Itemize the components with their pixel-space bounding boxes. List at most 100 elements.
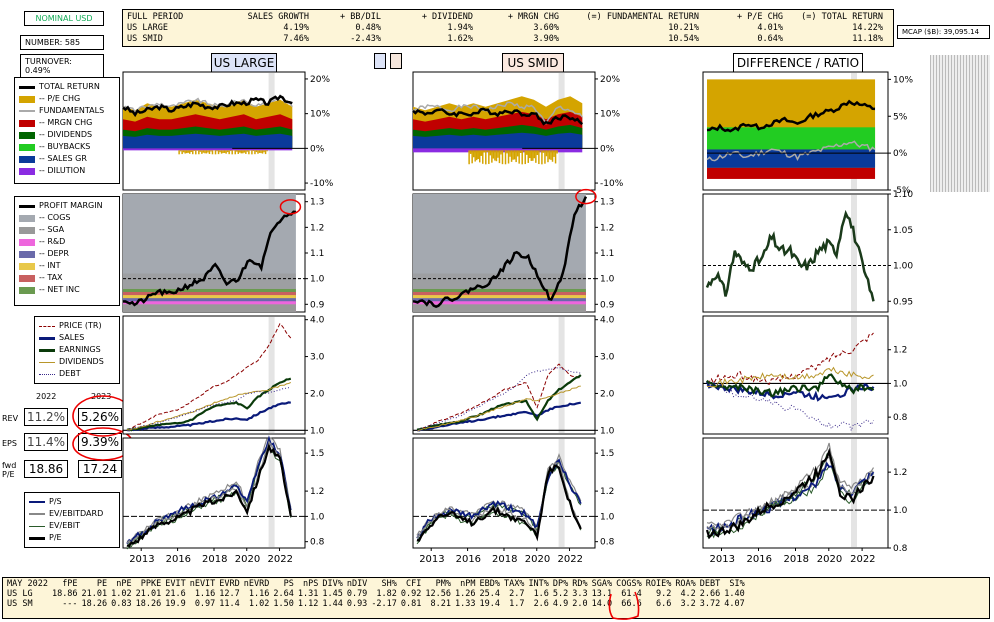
summary-cell: 1.62% — [447, 34, 473, 44]
panel-margin_smid: 1.3 1.2 1.1 1.0 0.9 — [412, 188, 615, 313]
legend-entry: EV/EBIT — [29, 520, 115, 532]
eps-label: EPS — [2, 439, 17, 448]
y-tick-label: 1.1 — [600, 249, 614, 259]
x-tick-label: 2013 — [710, 554, 735, 565]
legend-swatch — [19, 204, 35, 208]
summary-col: + MRGN CHG — [507, 12, 559, 22]
y-tick-label: 0% — [600, 144, 615, 154]
stats-cell: INT% — [528, 579, 549, 589]
legend-entry: -- DILUTION — [19, 165, 115, 177]
stats-cell: 4.07 — [724, 599, 745, 609]
stats-cell: 0.97 — [194, 599, 216, 609]
area-band — [413, 132, 583, 149]
y-tick-label: 1.05 — [893, 226, 913, 236]
stats-cell: 1.02 — [248, 599, 270, 609]
series-line — [416, 464, 582, 542]
legend-entry: -- MRGN CHG — [19, 117, 115, 129]
mcap-tag: MCAP ($B): 39,095.14 — [897, 25, 990, 39]
legend-swatch — [19, 131, 35, 139]
panel-val_ratio: 1.2 1.0 0.8 2013 2016 2018 2020 2022 — [702, 437, 908, 565]
summary-cell: 10.54% — [668, 34, 699, 44]
series-line — [126, 381, 292, 431]
stats-cell: PS — [283, 579, 294, 589]
stats-cell: nEVIT — [189, 579, 216, 589]
year-2022: 2022 — [36, 392, 57, 401]
legend-entry: DEBT — [39, 368, 115, 380]
stats-cell: SH% — [381, 579, 397, 589]
series-line — [706, 366, 874, 388]
stats-row: US SM --- 18.26 0.83 18.26 19.9 0.97 11.4 1.02 1.… — [5, 599, 747, 609]
legend-swatch — [19, 286, 35, 294]
y-tick-label: 0.8 — [600, 538, 615, 548]
y-tick-label: 1.5 — [310, 449, 324, 459]
x-tick-label: 2018 — [492, 554, 517, 565]
legend-entry: P/E — [29, 532, 115, 544]
covid-band — [268, 439, 275, 547]
toggle-icon-a[interactable] — [374, 53, 386, 69]
y-tick-label: 1.0 — [600, 275, 615, 285]
stats-cell: 1.44 — [322, 599, 343, 609]
stats-cell: 3.3 — [572, 589, 588, 599]
legend-swatch — [19, 226, 35, 234]
legend-swatch — [29, 513, 45, 515]
legend-entry: EV/EBITDARD — [29, 508, 115, 520]
y-tick-label: 3.0 — [310, 353, 325, 363]
fwdpe-2023: 17.24 — [78, 460, 122, 478]
legend-label: TOTAL RETURN — [39, 82, 100, 91]
panel-frame — [412, 315, 596, 435]
legend-swatch — [29, 536, 45, 540]
stats-cell: COGS% — [616, 579, 642, 589]
summary-table: FULL PERIOD SALES GROWTH + BB/DIL + DIVI… — [122, 9, 894, 47]
area-band — [707, 149, 876, 168]
stats-cell: 2.0 — [572, 599, 588, 609]
legend-swatch — [19, 167, 35, 175]
x-tick-label: 2016 — [166, 554, 191, 565]
stats-cell: 2.66 — [699, 589, 721, 599]
y-tick-label: 1.2 — [893, 346, 907, 356]
total-return-line — [122, 94, 293, 118]
stats-cell: 6.6 — [655, 599, 672, 609]
summary-cell: 4.01% — [757, 23, 783, 33]
y-tick-label: 0.9 — [600, 300, 615, 310]
legend-entry: -- TAX — [19, 272, 115, 284]
y-tick-label: 0.8 — [310, 538, 325, 548]
series-line — [416, 385, 581, 432]
red-annotation-circle — [279, 199, 302, 215]
stats-cell: 1.45 — [322, 589, 343, 599]
legend-swatch — [29, 501, 45, 503]
stats-cell: 2.6 — [533, 599, 549, 609]
title-difference-ratio-text: DIFFERENCE / RATIO — [736, 56, 860, 70]
covid-band — [851, 317, 857, 433]
y-tick-label: 2.0 — [600, 389, 615, 399]
stats-cell: 5.2 — [552, 589, 569, 599]
stats-cell: 21.01 — [81, 589, 108, 599]
y-tick-label: 0.8 — [893, 413, 908, 423]
legend-entry: TOTAL RETURN — [19, 81, 115, 93]
legend-label: PRICE (TR) — [59, 321, 102, 330]
bottom-stats: MAY 2022 fPE PE nPE PPKE EVIT nEVIT EVRD nEVRD PS… — [2, 577, 990, 619]
stats-cell: 19.9 — [165, 599, 186, 609]
stats-cell: -2.17 — [371, 599, 397, 609]
stats-cell: 66.6 — [621, 599, 642, 609]
covid-band — [558, 317, 565, 433]
summary-col: (=) FUNDAMENTAL RETURN — [586, 12, 699, 22]
legend-entry: -- SGA — [19, 224, 115, 236]
stats-cell: 1.26 — [454, 589, 476, 599]
stats-cell: 19.4 — [479, 599, 500, 609]
legend-label: -- DILUTION — [39, 166, 86, 175]
series-line — [705, 447, 875, 540]
panel-val_large: 1.5 1.2 1.0 0.8 2013 2016 2018 2020 2022 — [122, 435, 325, 565]
stats-cell: nEVRD — [243, 579, 270, 589]
legend-entry: -- DEPR — [19, 248, 115, 260]
legend-entry: FUNDAMENTALS — [19, 105, 115, 117]
stats-cell: 1.12 — [297, 599, 319, 609]
stats-cell: fPE — [62, 579, 78, 589]
stats-cell: 13.1 — [591, 589, 613, 599]
legend-swatch — [29, 525, 45, 527]
y-tick-label: -10% — [310, 179, 334, 189]
y-tick-label: 1.2 — [893, 468, 907, 478]
stats-cell: 3.2 — [680, 599, 696, 609]
toggle-icon-b[interactable] — [390, 53, 402, 69]
legend-margin: PROFIT MARGIN -- COGS -- SGA -- R&D -- DEPR -… — [14, 196, 120, 306]
stats-cell: PE — [96, 579, 108, 589]
